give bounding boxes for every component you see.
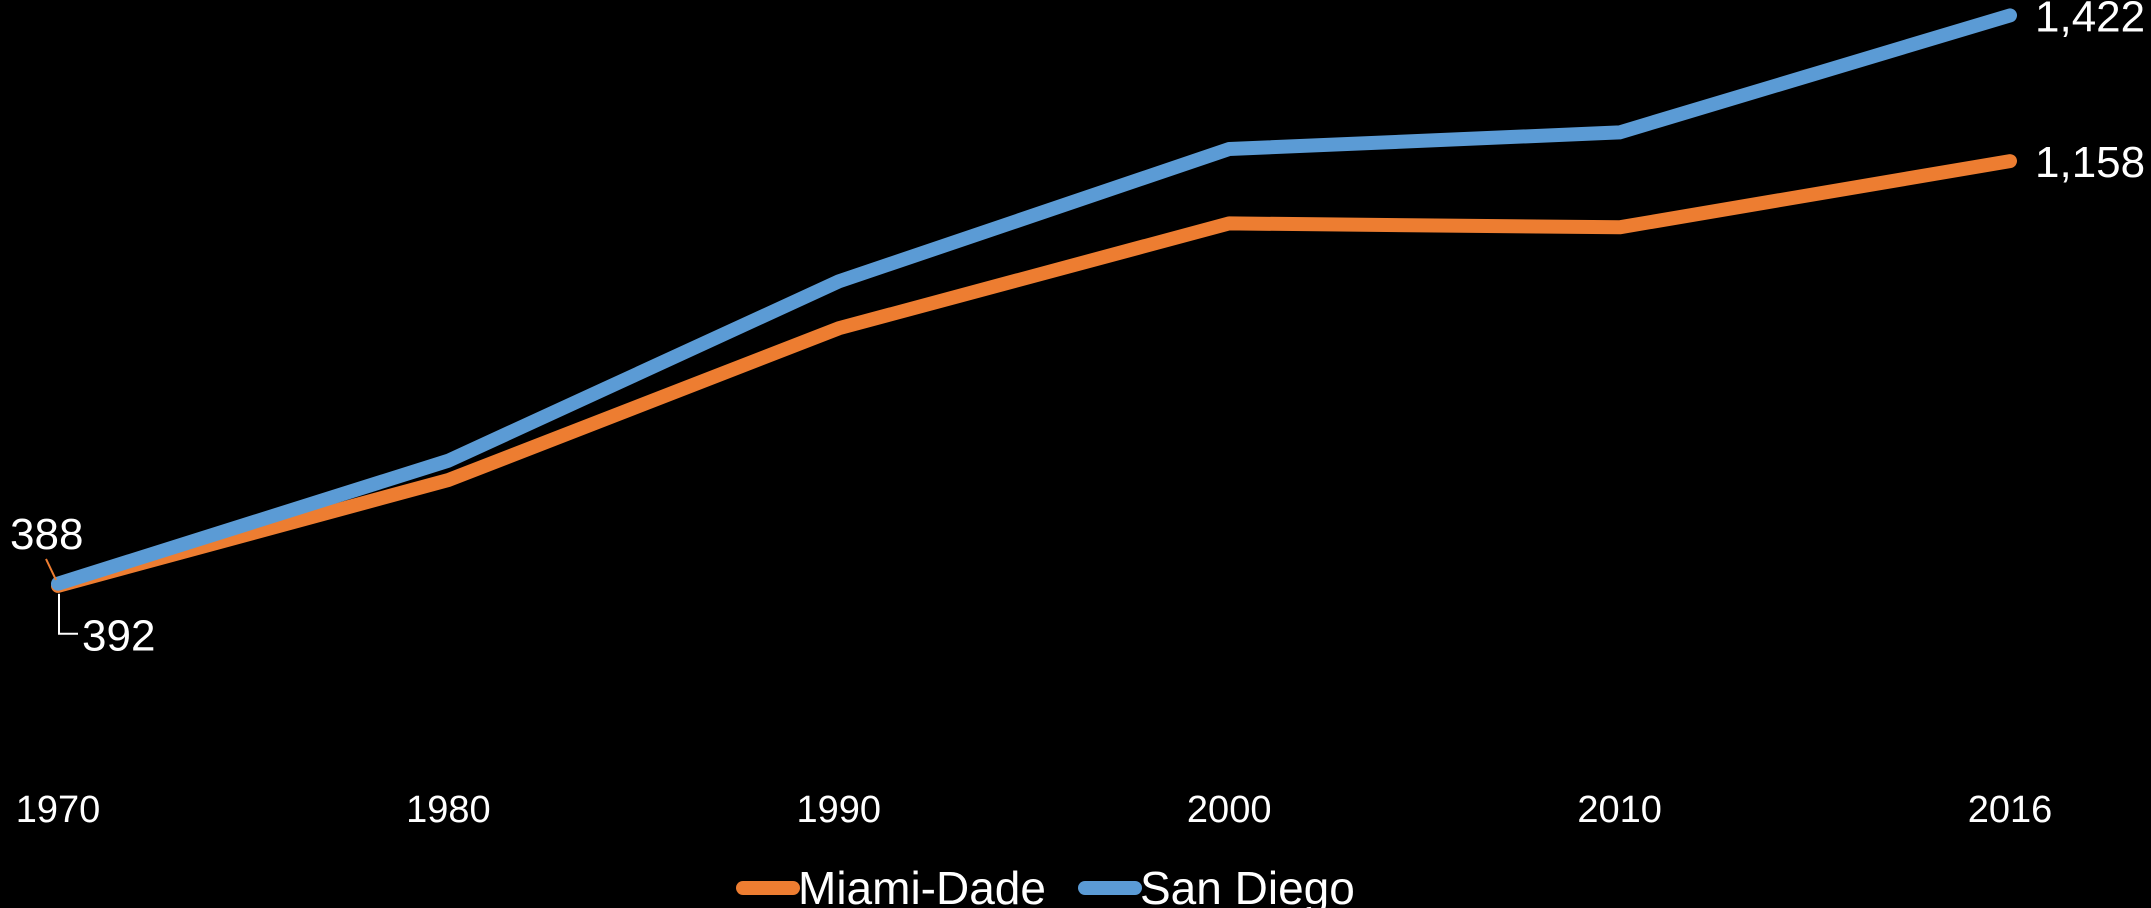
data-point-miami-dade-2016	[2009, 160, 2011, 162]
x-tick-label-1970: 1970	[16, 789, 101, 831]
leader-line-san-diego	[58, 593, 78, 635]
x-tick-label-1990: 1990	[797, 789, 882, 831]
data-point-miami-dade-1990	[838, 327, 840, 329]
data-point-miami-dade-2000	[1228, 222, 1230, 224]
legend-label-san-diego: San Diego	[1140, 862, 1355, 908]
x-tick-label-2016: 2016	[1968, 789, 2053, 831]
series-line-san-diego	[51, 8, 2017, 591]
legend: Miami-Dade San Diego	[736, 862, 1355, 908]
end-label-san-diego: 1,422	[2035, 0, 2145, 41]
data-point-san-diego-2016	[2009, 14, 2011, 16]
data-label-layer: 1,158 1,422 388 392	[10, 0, 2145, 661]
data-point-san-diego-1980	[447, 460, 449, 462]
data-point-san-diego-2000	[1228, 148, 1230, 150]
start-label-miami-dade: 388	[10, 510, 83, 559]
x-tick-label-2000: 2000	[1187, 789, 1272, 831]
start-label-san-diego: 392	[82, 612, 155, 661]
data-point-san-diego-1990	[838, 280, 840, 282]
x-axis: 1970 1980 1990 2000 2010 2016	[16, 789, 2053, 831]
legend-label-miami-dade: Miami-Dade	[798, 862, 1046, 908]
leader-line-miami-dade	[45, 558, 57, 581]
data-point-san-diego-1970	[57, 583, 59, 585]
series-line-miami-dade	[51, 154, 2017, 593]
series-layer	[51, 8, 2017, 593]
data-point-miami-dade-2010	[1619, 226, 1621, 228]
end-label-miami-dade: 1,158	[2035, 138, 2145, 187]
data-point-san-diego-2010	[1619, 131, 1621, 133]
x-tick-label-1980: 1980	[406, 789, 491, 831]
x-tick-label-2010: 2010	[1577, 789, 1662, 831]
data-point-miami-dade-1980	[447, 479, 449, 481]
